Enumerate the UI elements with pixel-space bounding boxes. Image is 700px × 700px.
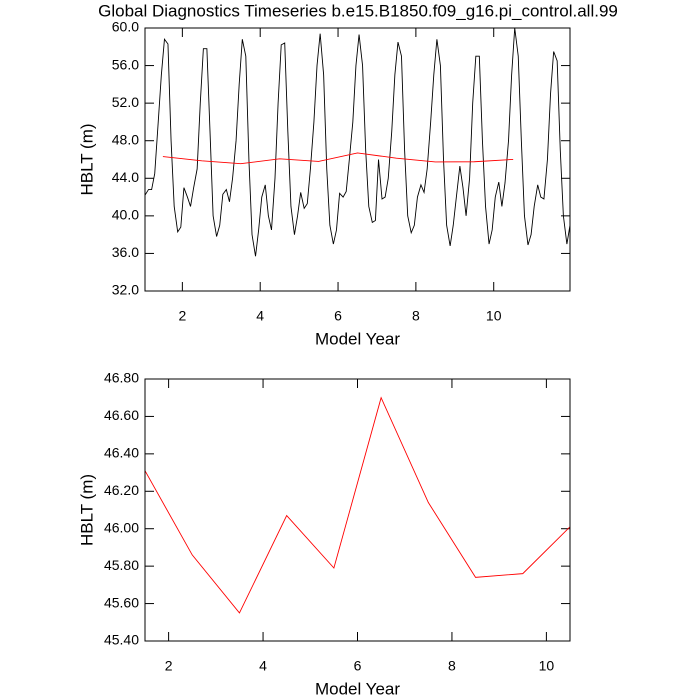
plot-frame xyxy=(144,27,571,292)
y-tick-label: 56.0 xyxy=(112,56,139,72)
x-tick-label: 4 xyxy=(256,308,264,324)
y-axis-label: HBLT (m) xyxy=(77,474,96,546)
x-tick-label: 8 xyxy=(412,308,420,324)
y-tick-label: 45.80 xyxy=(104,557,139,573)
y-tick-label: 46.40 xyxy=(104,445,139,461)
y-tick-label: 36.0 xyxy=(112,244,139,260)
x-tick-label: 2 xyxy=(178,308,186,324)
series-line xyxy=(162,152,514,165)
y-tick-label: 60.0 xyxy=(112,19,139,35)
x-tick-label: 8 xyxy=(448,658,456,674)
x-tick-label: 6 xyxy=(334,308,342,324)
plot-frame xyxy=(144,378,571,642)
x-tick-label: 6 xyxy=(354,658,362,674)
x-tick-label: 4 xyxy=(259,658,267,674)
y-tick-label: 46.20 xyxy=(104,482,139,498)
y-tick-label: 45.40 xyxy=(104,632,139,648)
y-tick-label: 46.80 xyxy=(104,370,139,386)
x-axis-label: Model Year xyxy=(315,679,400,698)
x-tick-label: 2 xyxy=(165,658,173,674)
x-tick-label: 10 xyxy=(486,308,502,324)
y-tick-label: 44.0 xyxy=(112,169,139,185)
x-axis-label: Model Year xyxy=(315,329,400,348)
y-tick-label: 40.0 xyxy=(112,207,139,223)
series-line xyxy=(144,396,571,614)
y-tick-label: 52.0 xyxy=(112,94,139,110)
y-tick-label: 48.0 xyxy=(112,131,139,147)
x-tick-label: 10 xyxy=(539,658,555,674)
series-line xyxy=(144,27,571,257)
y-tick-label: 45.60 xyxy=(104,594,139,610)
y-axis-label: HBLT (m) xyxy=(77,123,96,195)
y-tick-label: 46.60 xyxy=(104,407,139,423)
y-tick-label: 32.0 xyxy=(112,282,139,298)
chart-title: Global Diagnostics Timeseries b.e15.B185… xyxy=(98,1,618,20)
y-tick-label: 46.00 xyxy=(104,519,139,535)
